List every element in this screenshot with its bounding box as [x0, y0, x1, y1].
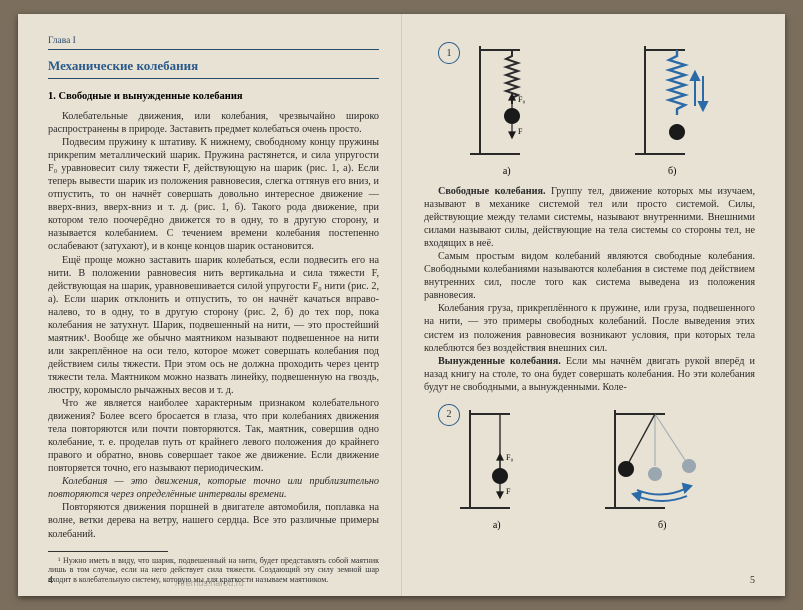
section-title: 1. Свободные и вынужденные колебания: [48, 91, 379, 102]
book-spread: Глава I Механические колебания 1. Свобод…: [18, 14, 785, 596]
left-page: Глава I Механические колебания 1. Свобод…: [18, 14, 402, 596]
figure-1b: б): [617, 36, 727, 177]
figure-1b-svg: [617, 36, 727, 166]
paragraph: Свободные колебания. Группу тел, движени…: [424, 185, 755, 250]
figure-1a-label: а): [452, 166, 562, 177]
paragraph: Колебания — это движения, которые точно …: [48, 475, 379, 501]
paragraph: Колебательные движения, или колебания, ч…: [48, 110, 379, 136]
svg-text:F: F: [506, 487, 511, 496]
figure-2: 2 F₀: [424, 400, 755, 531]
chapter-title: Механические колебания: [48, 58, 379, 79]
figure-1b-label: б): [617, 166, 727, 177]
right-page: 1: [402, 14, 785, 596]
figure-2b: б): [587, 400, 737, 531]
watermark: //fremus.narod.ru: [175, 578, 244, 588]
paragraph: Самым простым видом колебаний являются с…: [424, 250, 755, 302]
paragraph: Повторяются движения поршней в двигателе…: [48, 501, 379, 540]
figure-2-number: 2: [438, 404, 460, 426]
figure-2a-label: а): [442, 520, 552, 531]
paragraph: Колебания груза, прикреплённого к пружин…: [424, 302, 755, 354]
figure-1-number: 1: [438, 42, 460, 64]
figure-2b-label: б): [587, 520, 737, 531]
vec-f: F: [518, 127, 523, 136]
right-body-text: Свободные колебания. Группу тел, движени…: [424, 185, 755, 394]
figure-1a-svg: F₀ F: [452, 36, 562, 166]
page-number-left: 4: [48, 575, 53, 586]
left-body-text: Колебательные движения, или колебания, ч…: [48, 110, 379, 541]
paragraph: Ещё проще можно заставить шарик колебать…: [48, 254, 379, 398]
paragraph: Подвесим пружину к штативу. К нижнему, с…: [48, 136, 379, 253]
page-number-right: 5: [750, 575, 755, 586]
figure-2b-svg: [587, 400, 737, 520]
paragraph: Что же является наиболее характерным при…: [48, 397, 379, 475]
figure-1a: F₀ F а): [452, 36, 562, 177]
figure-1: 1: [424, 36, 755, 177]
svg-text:F₀: F₀: [506, 453, 513, 462]
running-head: Глава I: [48, 36, 379, 50]
paragraph: Вынужденные колебания. Если мы начнём дв…: [424, 355, 755, 394]
vec-f0: F₀: [518, 95, 525, 104]
footnote-rule: [48, 551, 168, 552]
